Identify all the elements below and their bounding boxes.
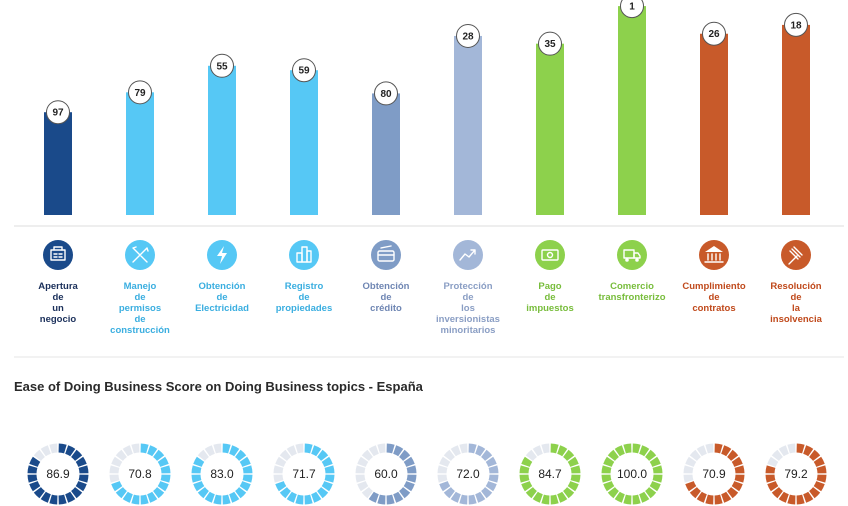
category-label-10: Resolución de la insolvencia — [770, 281, 822, 325]
bar-4 — [290, 70, 318, 215]
rank-bubble-4 — [292, 58, 316, 83]
score-value-5: 60.0 — [374, 467, 398, 481]
rank-bubble-8 — [620, 0, 644, 19]
truck-icon — [617, 240, 647, 270]
score-donut-4: 71.7 — [273, 443, 335, 505]
category-label-7: Pago de impuestos — [526, 281, 574, 314]
score-donut-2: 70.8 — [109, 443, 171, 505]
rank-bubble-2 — [128, 80, 152, 105]
credit-card-icon — [371, 240, 401, 270]
rank-label-5: 80 — [380, 89, 392, 100]
building-icon — [43, 240, 73, 270]
score-section-title: Ease of Doing Business Score on Doing Bu… — [14, 379, 423, 394]
score-value-9: 70.9 — [702, 467, 726, 481]
category-label-1: Apertura de un negocio — [38, 281, 78, 325]
rank-bubble-6 — [456, 23, 480, 48]
score-value-7: 84.7 — [538, 467, 562, 481]
rank-label-9: 26 — [708, 29, 720, 40]
bar-9 — [700, 33, 728, 215]
bar-5 — [372, 93, 400, 215]
rank-bubble-7 — [538, 31, 562, 56]
bar-7 — [536, 43, 564, 216]
category-label-4: Registro de propiedades — [275, 281, 333, 314]
rank-label-1: 97 — [52, 108, 64, 119]
score-value-4: 71.7 — [292, 467, 316, 481]
rank-bubble-1 — [46, 100, 70, 125]
score-value-1: 86.9 — [46, 467, 70, 481]
bar-6 — [454, 35, 482, 215]
rank-label-6: 28 — [462, 31, 474, 42]
score-donut-10: 79.2 — [765, 443, 827, 505]
score-donut-7: 84.7 — [519, 443, 581, 505]
money-icon — [535, 240, 565, 270]
rank-label-4: 59 — [298, 66, 310, 77]
rank-label-3: 55 — [216, 61, 228, 72]
category-label-8: Comercio transfronterizo — [598, 281, 666, 303]
score-donut-6: 72.0 — [437, 443, 499, 505]
rank-bubble-9 — [702, 21, 726, 46]
courthouse-icon — [699, 240, 729, 270]
gavel-icon — [781, 240, 811, 270]
category-label-9: Cumplimiento de contratos — [682, 281, 746, 314]
rank-label-2: 79 — [134, 88, 146, 99]
score-value-3: 83.0 — [210, 467, 234, 481]
category-label-2: Manejo de permisos de construcción — [110, 281, 170, 336]
score-donut-8: 100.0 — [601, 443, 663, 505]
rank-bubble-5 — [374, 81, 398, 106]
lightning-icon — [207, 240, 237, 270]
bar-2 — [126, 92, 154, 215]
bar-1 — [44, 112, 72, 215]
bar-10 — [782, 24, 810, 215]
score-donut-1: 86.9 — [27, 443, 89, 505]
bar-3 — [208, 65, 236, 215]
score-donut-3: 83.0 — [191, 443, 253, 505]
score-donut-9: 70.9 — [683, 443, 745, 505]
trend-up-icon — [453, 240, 483, 270]
rank-bubble-3 — [210, 53, 234, 78]
score-value-2: 70.8 — [128, 467, 152, 481]
score-value-6: 72.0 — [456, 467, 480, 481]
tools-icon — [125, 240, 155, 270]
rank-label-10: 18 — [790, 20, 802, 31]
category-label-5: Obtención de crédito — [362, 281, 410, 314]
buildings-icon — [289, 240, 319, 270]
bar-8 — [618, 6, 646, 215]
category-label-3: Obtención de Electricidad — [195, 281, 249, 314]
score-value-8: 100.0 — [617, 467, 647, 481]
category-label-6: Protección de los inversionistas minoritario… — [436, 281, 500, 336]
rank-label-7: 35 — [544, 39, 556, 50]
score-value-10: 79.2 — [784, 467, 808, 481]
rank-bubble-10 — [784, 12, 808, 37]
score-donut-5: 60.0 — [355, 443, 417, 505]
rank-label-8: 1 — [629, 2, 635, 13]
